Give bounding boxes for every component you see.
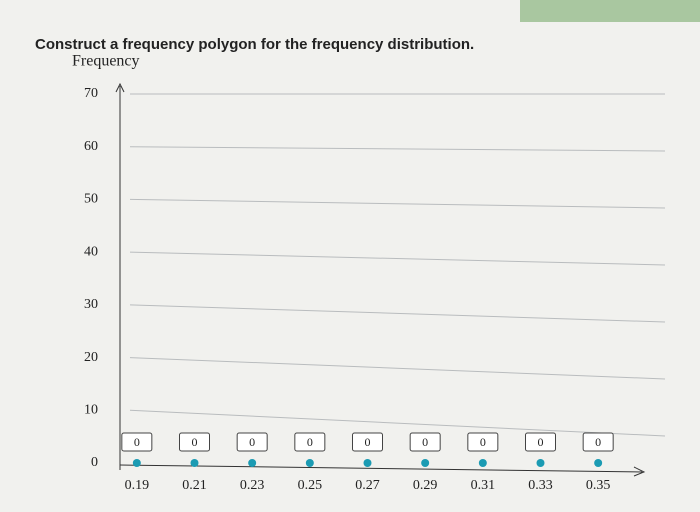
value-input[interactable]	[582, 432, 614, 452]
y-tick-label: 20	[84, 350, 98, 365]
y-axis-label: Frequency	[72, 53, 140, 70]
value-input[interactable]	[236, 432, 268, 452]
grid-line	[129, 409, 666, 437]
x-tick-label: 0.19	[125, 478, 150, 493]
value-input-text[interactable]: 0	[422, 435, 428, 449]
x-tick-label: 0.31	[471, 478, 496, 493]
x-tick-label: 0.27	[355, 478, 380, 493]
value-input-text[interactable]: 0	[249, 435, 255, 449]
value-input-text[interactable]: 0	[365, 435, 371, 449]
x-tick-label: 0.23	[240, 478, 265, 493]
value-input[interactable]	[179, 432, 210, 452]
y-tick-label: 60	[84, 139, 98, 154]
point[interactable]	[536, 459, 545, 467]
y-tick-label: 40	[84, 244, 98, 259]
x-tick-label: 0.25	[298, 478, 323, 493]
grid-line	[129, 251, 666, 266]
question-title: Construct a frequency polygon for the fr…	[35, 36, 474, 53]
y-tick-label: 30	[84, 297, 98, 312]
grid-line	[129, 146, 666, 152]
y-tick-label: 70	[84, 86, 98, 101]
y-axis-arrow	[115, 82, 125, 93]
value-input-text[interactable]: 0	[307, 435, 313, 449]
point[interactable]	[594, 459, 603, 467]
grid-line	[129, 357, 666, 380]
x-tick-label: 0.33	[528, 478, 553, 493]
point[interactable]	[421, 459, 430, 467]
point[interactable]	[248, 459, 257, 467]
value-input-text[interactable]: 0	[192, 435, 198, 449]
y-tick-label: 10	[84, 403, 98, 418]
x-tick-label: 0.35	[586, 478, 611, 493]
value-input[interactable]	[294, 432, 326, 452]
point[interactable]	[132, 459, 141, 467]
x-tick-label: 0.29	[413, 478, 438, 493]
value-input[interactable]	[525, 432, 556, 452]
value-input[interactable]	[409, 432, 441, 452]
value-input[interactable]	[121, 432, 153, 452]
point[interactable]	[363, 459, 372, 467]
x-axis-arrow	[633, 466, 646, 477]
value-input-text[interactable]: 0	[480, 435, 486, 449]
point[interactable]	[478, 459, 487, 467]
y-tick-label: 50	[84, 192, 98, 207]
point[interactable]	[305, 459, 314, 467]
value-input[interactable]	[352, 432, 383, 452]
point[interactable]	[190, 459, 199, 467]
x-tick-label: 0.21	[182, 478, 207, 493]
grid-line	[129, 198, 666, 209]
value-input[interactable]	[467, 432, 499, 452]
value-input-text[interactable]: 0	[134, 435, 140, 449]
grid-line	[129, 304, 666, 323]
value-input-text[interactable]: 0	[595, 435, 601, 449]
top-strip	[520, 0, 700, 22]
x-axis	[119, 464, 643, 473]
value-input-text[interactable]: 0	[538, 435, 544, 449]
y-tick-label: 0	[91, 455, 98, 470]
